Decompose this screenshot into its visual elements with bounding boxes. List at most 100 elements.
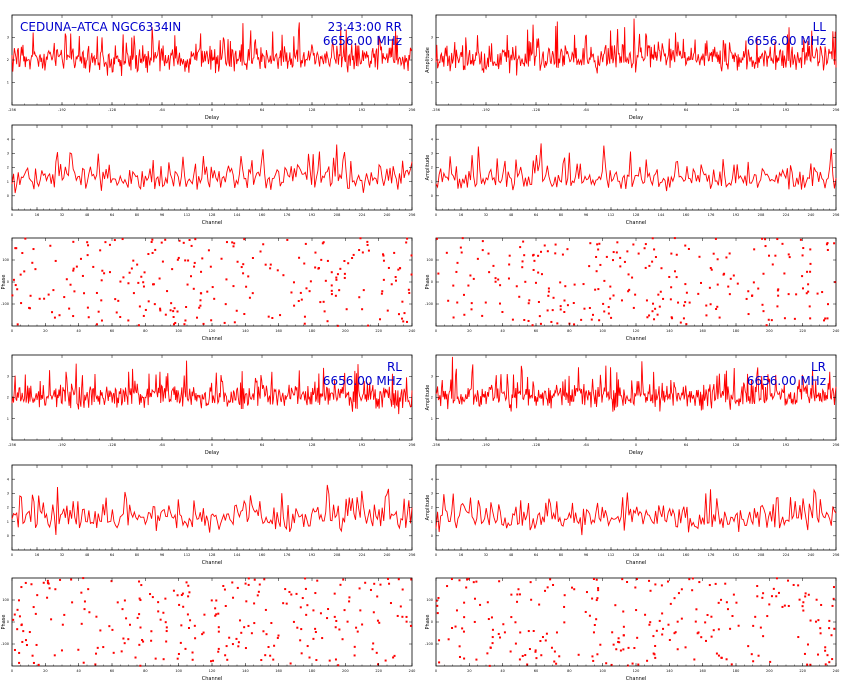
phase-point <box>343 260 346 262</box>
phase-point <box>336 273 339 276</box>
phase-point <box>293 304 296 307</box>
phase-point <box>652 652 655 655</box>
phase-point <box>828 627 831 630</box>
phase-point <box>684 646 687 649</box>
phase-point <box>463 657 466 660</box>
phase-point <box>527 302 530 305</box>
x-tick-label: 220 <box>799 669 806 673</box>
phase-point <box>643 247 646 250</box>
phase-point <box>622 610 625 613</box>
phase-point <box>138 613 141 616</box>
phase-point <box>547 287 550 290</box>
phase-point <box>636 636 639 639</box>
phase-point <box>81 274 84 277</box>
phase-point <box>142 314 145 317</box>
phase-point <box>199 304 202 307</box>
phase-point <box>510 616 513 619</box>
x-tick-label: 140 <box>666 329 673 333</box>
phase-point <box>162 658 165 661</box>
phase-point <box>709 267 712 270</box>
phase-point <box>801 254 804 257</box>
phase-point <box>777 591 780 594</box>
x-tick-label: 200 <box>342 669 349 673</box>
phase-point <box>100 279 103 282</box>
phase-point <box>343 609 346 612</box>
phase-point <box>571 586 574 589</box>
phase-point <box>661 633 664 636</box>
x-tick-label: 112 <box>184 213 191 217</box>
phase-point <box>21 252 24 255</box>
phase-point <box>286 238 289 241</box>
phase-point <box>716 305 719 308</box>
phase-point <box>193 261 196 264</box>
phase-point <box>503 631 506 634</box>
phase-point <box>823 319 826 322</box>
x-tick-label: -64 <box>583 108 589 112</box>
phase-point <box>750 653 753 656</box>
y-tick-label: 100 <box>426 258 433 262</box>
phase-point <box>295 592 298 595</box>
phase-point <box>358 296 361 299</box>
phase-point <box>243 313 246 316</box>
phase-point <box>250 632 253 635</box>
phase-point <box>669 602 672 605</box>
phase-point <box>314 266 317 269</box>
phase-point <box>831 658 834 661</box>
phase-point <box>143 271 146 274</box>
y-tick-label: 2 <box>7 506 9 510</box>
phase-point <box>162 611 165 614</box>
phase-point <box>165 630 168 633</box>
y-tick-label: 2 <box>7 396 9 400</box>
phase-point <box>380 292 383 295</box>
phase-point <box>534 649 537 652</box>
phase-point <box>622 648 625 651</box>
phase-point <box>333 592 336 595</box>
y-tick-label: 0 <box>431 534 433 538</box>
phase-point <box>527 630 530 633</box>
phase-point <box>554 252 557 255</box>
phase-point <box>330 271 333 274</box>
phase-point <box>140 275 143 278</box>
phase-point <box>159 309 162 312</box>
phase-point <box>819 627 822 630</box>
phase-point <box>685 291 688 294</box>
phase-point <box>147 300 150 303</box>
phase-point <box>617 637 620 640</box>
phase-point <box>814 620 817 623</box>
phase-point <box>14 247 17 250</box>
phase-point <box>603 279 606 282</box>
phase-point <box>100 319 103 322</box>
phase-point <box>24 237 27 240</box>
x-tick-label: 192 <box>359 108 366 112</box>
phase-point <box>476 257 479 260</box>
phase-point <box>675 276 678 279</box>
phase-point <box>596 653 599 656</box>
x-tick-label: 64 <box>534 213 539 217</box>
y-axis-title: Amplitude <box>425 495 431 521</box>
phase-point <box>599 263 602 266</box>
phase-point <box>83 600 86 603</box>
phase-point <box>514 642 517 645</box>
phase-point <box>303 315 306 318</box>
y-tick-label: 3 <box>7 374 9 378</box>
phase-point <box>347 262 350 265</box>
y-tick-label: 0 <box>7 194 9 198</box>
phase-point <box>626 250 629 253</box>
phase-point <box>653 248 656 251</box>
phase-point <box>373 582 376 585</box>
phase-point <box>410 273 413 276</box>
phase-point <box>676 620 679 623</box>
phase-point <box>121 238 124 241</box>
phase-point <box>797 636 800 639</box>
phase-point <box>151 596 154 599</box>
phase-point <box>683 304 686 307</box>
phase-point <box>563 605 566 608</box>
x-tick-label: -256 <box>432 443 440 447</box>
x-tick-label: 256 <box>833 553 840 557</box>
x-tick-label: 60 <box>534 669 538 673</box>
phase-point <box>596 597 599 600</box>
phase-point <box>470 308 473 311</box>
phase-point <box>673 597 676 600</box>
x-axis-title: Delay <box>629 115 643 121</box>
phase-point <box>555 631 558 634</box>
